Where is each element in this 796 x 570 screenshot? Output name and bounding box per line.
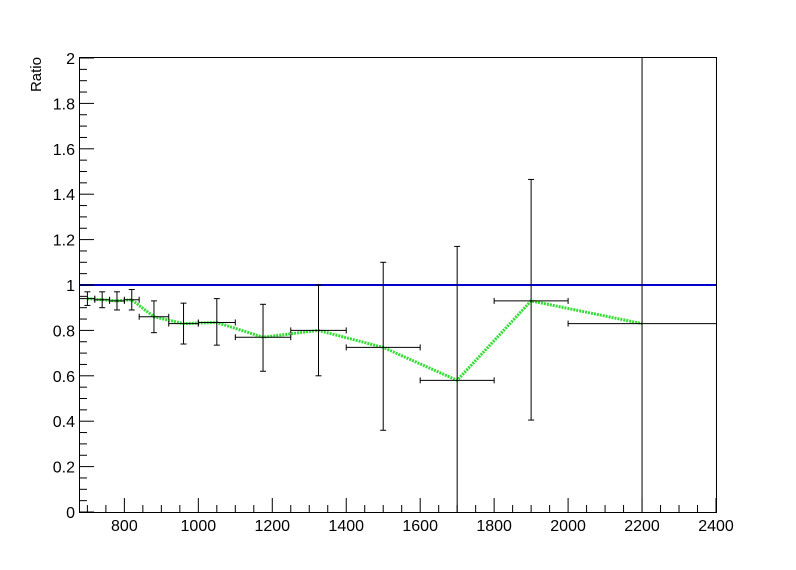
y-axis-title: Ratio [28,57,45,92]
plot-frame [79,57,717,513]
data-point-8 [290,284,347,377]
y-tick-label: 1 [66,278,75,295]
y-tick-label: 0.2 [53,460,75,477]
data-point-10 [419,245,495,512]
data-point-11 [493,178,569,421]
data-point-1 [94,291,111,309]
data-point-3 [123,289,140,311]
x-tick-label: 1400 [328,518,364,535]
data-point-6 [197,298,236,346]
data-point-5 [168,302,199,345]
y-tick-label: 1.8 [53,96,75,113]
data-point-0 [80,291,96,306]
y-tick-label: 0 [66,505,75,522]
fit-curve [87,297,643,382]
y-tick-label: 0.4 [53,414,75,431]
x-tick-label: 2400 [698,518,734,535]
y-tick-label: 1.6 [53,142,75,159]
y-tick-label: 2 [66,51,75,68]
y-tick-label: 0.6 [53,369,75,386]
data-point-4 [138,300,170,334]
y-axis: 0 0.2 0.4 0.6 0.8 1 1.2 1.4 1.6 1.8 2 [53,51,94,522]
x-tick-label: 1200 [254,518,290,535]
x-tick-label: 2200 [624,518,660,535]
data-point-12 [567,58,716,512]
y-tick-label: 1.2 [53,233,75,250]
data-point-7 [234,303,292,372]
x-tick-label: 2000 [550,518,586,535]
x-tick-label: 1600 [402,518,438,535]
data-point-9 [345,261,421,431]
y-tick-label: 1.4 [53,187,75,204]
fit-curve-layer [87,297,643,382]
y-tick-label: 0.8 [53,323,75,340]
x-tick-label: 1000 [181,518,217,535]
x-tick-label: 1800 [476,518,512,535]
data-point-2 [109,291,125,311]
x-tick-label: 800 [111,518,138,535]
error-bars-layer [80,58,716,512]
x-axis: 800 1000 1200 1400 1600 1800 2000 2200 2400 [86,498,734,535]
